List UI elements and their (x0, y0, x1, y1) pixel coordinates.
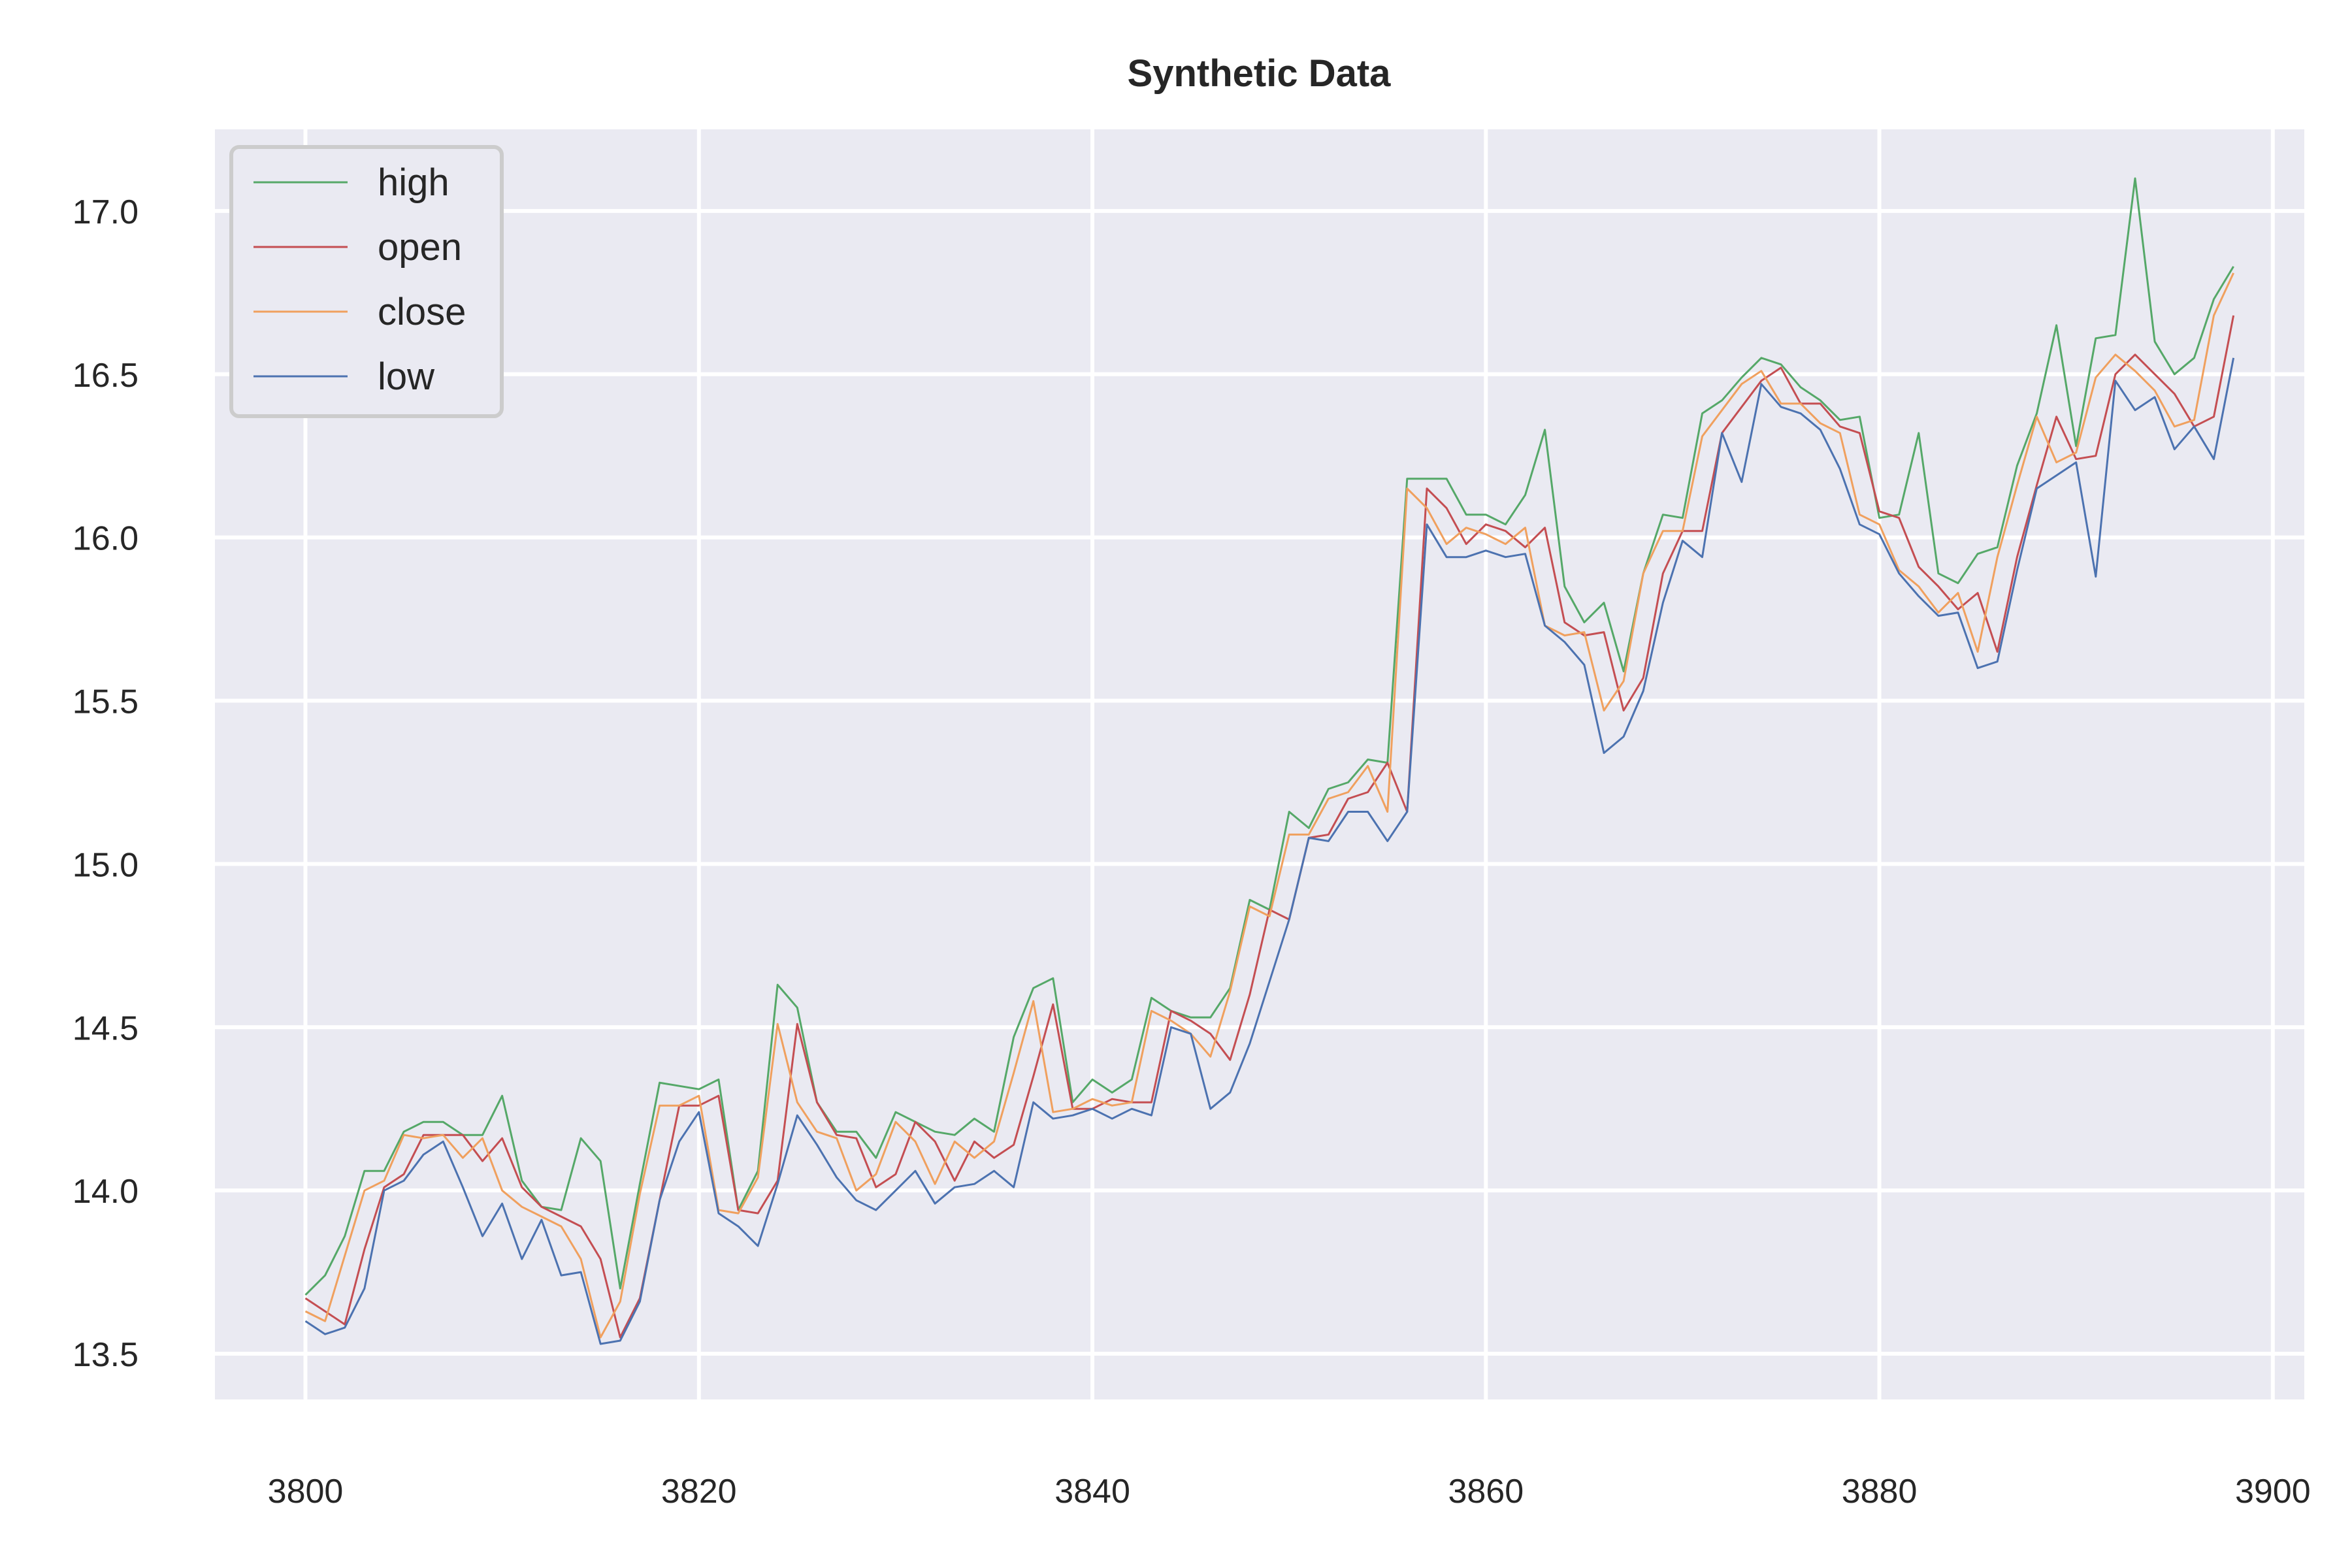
grid (215, 129, 2304, 1399)
y-tick-label: 16.0 (73, 520, 139, 558)
x-tick-label: 3840 (1054, 1473, 1130, 1511)
series-lines (304, 177, 2235, 1345)
chart-title: Synthetic Data (1128, 52, 1392, 95)
legend-box (229, 145, 504, 418)
x-tick-label: 3900 (2235, 1473, 2311, 1511)
y-tick-label: 14.0 (73, 1173, 139, 1211)
x-tick-label: 3820 (661, 1473, 737, 1511)
legend-label-open: open (378, 226, 462, 269)
y-tick-label: 13.5 (73, 1336, 139, 1374)
plot-area (215, 129, 2304, 1399)
x-tick-label: 3860 (1448, 1473, 1524, 1511)
legend-label-low: low (378, 355, 435, 398)
series-line-close (304, 272, 2234, 1339)
x-tick-label: 3880 (1842, 1473, 1918, 1511)
series-line-open (304, 315, 2235, 1339)
series-line-low (304, 357, 2235, 1345)
y-tick-label: 15.5 (73, 683, 139, 721)
y-tick-label: 15.0 (73, 846, 139, 884)
y-tick-label: 17.0 (73, 193, 139, 231)
legend-label-high: high (378, 161, 449, 204)
y-tick-label: 16.5 (73, 357, 139, 395)
legend: high open close low (229, 145, 504, 418)
y-tick-label: 14.5 (73, 1009, 139, 1047)
legend-label-close: close (378, 291, 466, 333)
tick-labels: 3800 3820 3840 3860 3880 3900 13.5 14.0 14.5 15.0… (73, 193, 2311, 1511)
x-tick-label: 3800 (268, 1473, 344, 1511)
